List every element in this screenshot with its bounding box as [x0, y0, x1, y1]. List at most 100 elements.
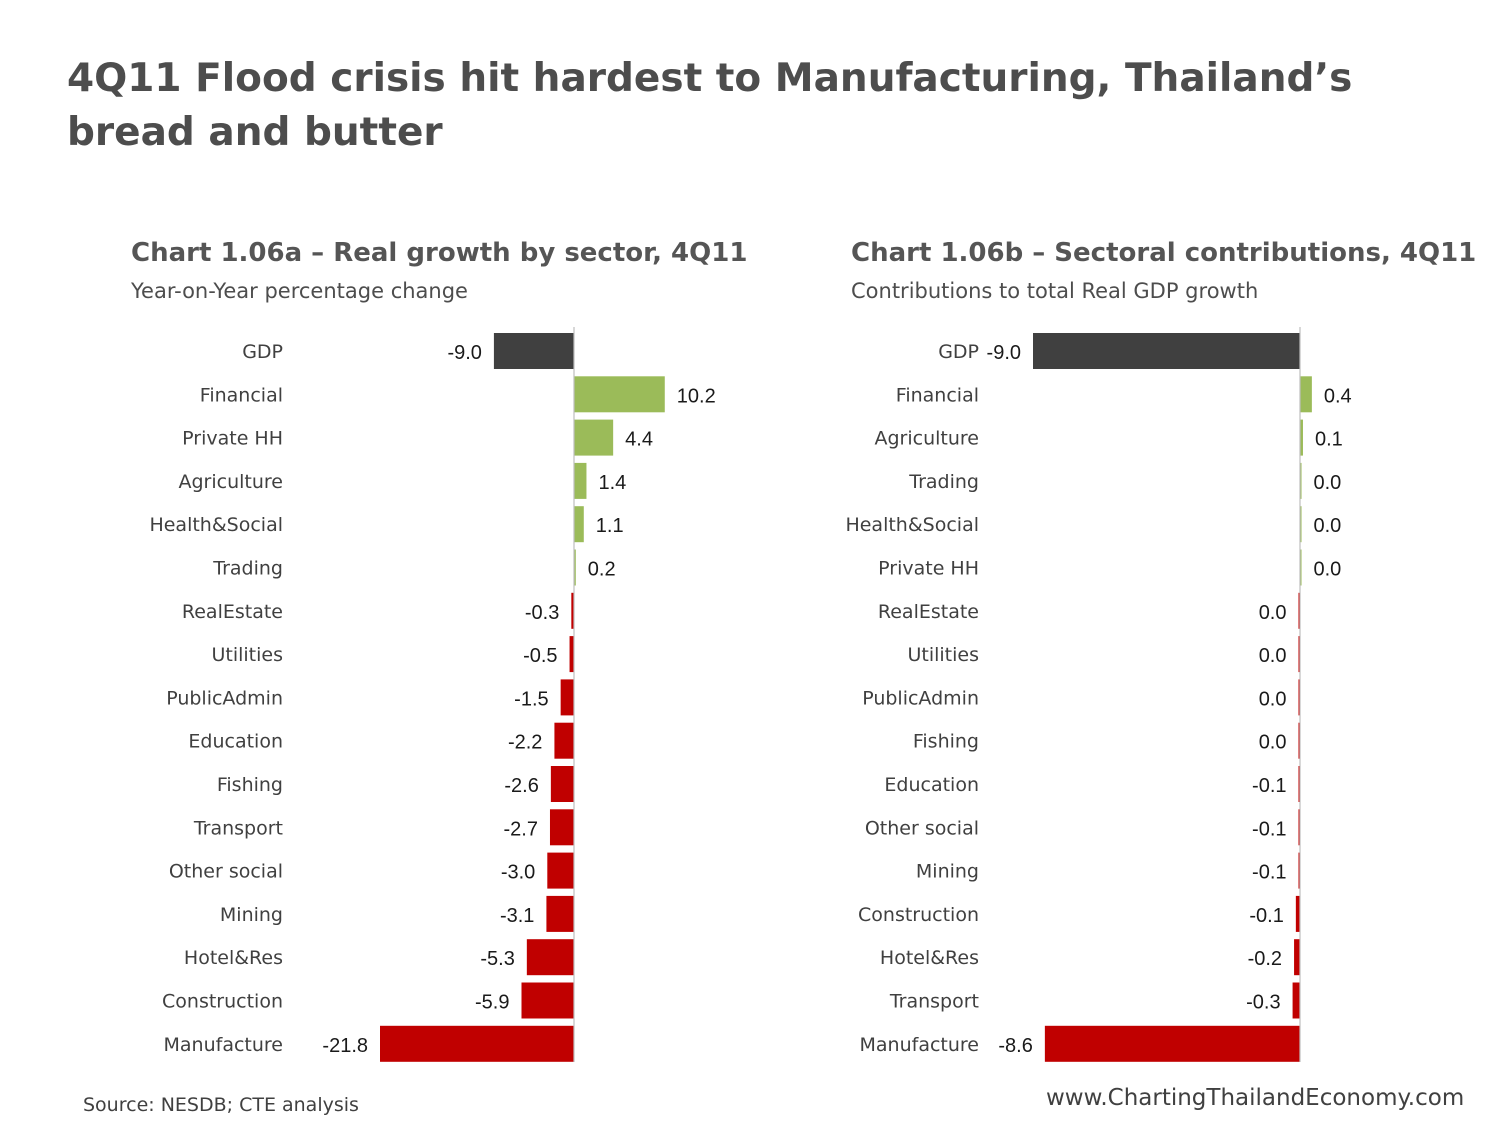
chart-b-value-label: -0.2: [1248, 948, 1282, 970]
chart-a-value-label: 1.4: [598, 472, 626, 494]
chart-b-bar: [1294, 939, 1300, 976]
chart-a-category-label: Transport: [193, 817, 283, 839]
chart-a-bar: [493, 333, 574, 369]
chart-b-category-label: Agriculture: [875, 428, 980, 450]
chart-a-value-label: -5.3: [480, 948, 514, 970]
chart-b-value-label: -0.1: [1252, 862, 1286, 884]
chart-a-value-label: -2.6: [504, 775, 538, 797]
chart-a-value-label: 0.2: [588, 559, 616, 581]
chart-b-title: Chart 1.06b – Sectoral contributions, 4Q…: [851, 238, 1477, 268]
chart-b-category-label: Hotel&Res: [880, 947, 979, 969]
chart-b-bar: [1295, 895, 1300, 932]
chart-a-bar: [574, 462, 587, 499]
chart-b-category-label: RealEstate: [878, 601, 979, 623]
chart-b-bar: [1300, 376, 1312, 413]
chart-b-value-label: -8.6: [998, 1035, 1032, 1057]
chart-a-bar: [574, 376, 665, 413]
chart-b-bar: [1033, 333, 1300, 369]
chart-a-bar: [574, 549, 576, 586]
chart-b-value-label: 0.0: [1259, 688, 1287, 710]
chart-b-bar: [1300, 506, 1302, 543]
chart-b-bar: [1298, 766, 1300, 802]
chart-a-category-label: Financial: [200, 384, 283, 406]
chart-a-category-label: Education: [188, 731, 283, 753]
chart-a-value-label: -0.3: [525, 602, 559, 624]
chart-b-value-label: 0.1: [1315, 429, 1343, 451]
chart-a-bar: [574, 506, 584, 543]
chart-a-bar: [547, 852, 574, 889]
chart-b-value-label: 0.0: [1259, 602, 1287, 624]
chart-a-category-label: Other social: [169, 861, 283, 883]
chart-a-value-label: 10.2: [677, 385, 716, 407]
chart-a-bar: [560, 679, 574, 716]
chart-b-category-label: Fishing: [913, 731, 979, 753]
chart-b-bar: [1292, 982, 1300, 1019]
chart-b-bar: [1298, 722, 1300, 759]
chart-a-value-label: -1.5: [514, 688, 548, 710]
chart-a-value-label: -0.5: [523, 645, 557, 667]
chart-a-bar: [550, 766, 574, 802]
chart-b-value-label: 0.0: [1314, 559, 1342, 581]
chart-b-bar: [1298, 592, 1300, 629]
chart-b-bar: [1300, 549, 1302, 586]
chart-b-category-label: GDP: [938, 341, 979, 363]
chart-b-category-label: Health&Social: [845, 514, 979, 536]
chart-a-category-label: Mining: [220, 904, 283, 926]
chart-a-category-label: PublicAdmin: [166, 687, 283, 709]
chart-a-value-label: -3.0: [501, 862, 535, 884]
chart-a-value-label: -3.1: [500, 905, 534, 927]
chart-a-title: Chart 1.06a – Real growth by sector, 4Q1…: [131, 238, 748, 268]
chart-a-bar: [554, 722, 574, 759]
chart-b-bar: [1298, 852, 1300, 889]
chart-a-bar: [571, 592, 574, 629]
chart-b-value-label: -9.0: [987, 342, 1021, 364]
chart-a-category-label: Trading: [212, 558, 283, 580]
chart-b-bar: [1044, 1025, 1300, 1062]
chart-a-value-label: 1.1: [596, 515, 624, 537]
chart-a-value-label: -5.9: [475, 992, 509, 1014]
chart-b-category-label: Utilities: [907, 644, 979, 666]
chart-a-bar: [546, 895, 574, 932]
chart-b-category-label: Transport: [889, 991, 979, 1013]
chart-a-category-label: Manufacture: [164, 1034, 283, 1056]
chart-a-category-label: Fishing: [217, 774, 283, 796]
chart-b-value-label: -0.1: [1249, 905, 1283, 927]
chart-b-category-label: PublicAdmin: [862, 687, 979, 709]
chart-b-bar: [1298, 679, 1300, 716]
source-note: Source: NESDB; CTE analysis: [83, 1094, 359, 1116]
chart-b-bar: [1300, 419, 1303, 456]
chart-a-category-label: Private HH: [182, 428, 283, 450]
chart-b-plot: GDP -9.0 Financial 0.4 Agriculture 0.1 Trading…: [845, 327, 1352, 1062]
chart-a-value-label: 4.4: [625, 429, 653, 451]
chart-a-category-label: Utilities: [211, 644, 283, 666]
chart-a-category-label: Health&Social: [149, 514, 283, 536]
chart-a-value-label: -9.0: [447, 342, 481, 364]
chart-a-category-label: RealEstate: [182, 601, 283, 623]
chart-b-value-label: -0.1: [1252, 775, 1286, 797]
chart-b-category-label: Education: [884, 774, 979, 796]
chart-b-category-label: Mining: [916, 861, 979, 883]
chart-a-bar: [569, 636, 574, 673]
chart-a-value-label: -21.8: [322, 1035, 368, 1057]
chart-a-value-label: -2.7: [504, 818, 538, 840]
chart-a-subtitle: Year-on-Year percentage change: [131, 279, 468, 303]
chart-a-bar: [549, 809, 574, 846]
chart-b-value-label: 0.0: [1259, 732, 1287, 754]
chart-a-category-label: Agriculture: [179, 471, 284, 493]
page-title: 4Q11 Flood crisis hit hardest to Manufac…: [67, 56, 1353, 155]
website-link[interactable]: www.ChartingThailandEconomy.com: [1046, 1085, 1465, 1111]
chart-b-category-label: Manufacture: [860, 1034, 979, 1056]
chart-b-bar: [1298, 636, 1300, 673]
chart-b-value-label: 0.0: [1314, 472, 1342, 494]
chart-b-category-label: Other social: [865, 817, 979, 839]
chart-a-bar: [521, 982, 574, 1019]
chart-b-category-label: Trading: [908, 471, 979, 493]
chart-b-bar: [1300, 462, 1302, 499]
chart-b-subtitle: Contributions to total Real GDP growth: [851, 279, 1259, 303]
chart-b-value-label: 0.0: [1314, 515, 1342, 537]
chart-a-bar: [380, 1025, 574, 1062]
chart-a-plot: GDP -9.0 Financial 10.2 Private HH 4.4 Agricul…: [149, 327, 716, 1062]
chart-b-value-label: 0.0: [1259, 645, 1287, 667]
chart-b-category-label: Private HH: [878, 558, 979, 580]
